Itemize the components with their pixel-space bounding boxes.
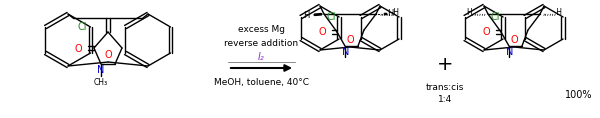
Text: O: O [104, 50, 112, 60]
Text: Cl: Cl [326, 12, 336, 22]
Text: Cl: Cl [77, 22, 86, 32]
Text: O: O [510, 35, 518, 45]
Text: N: N [506, 47, 514, 57]
Text: H,,,,,,: H,,,,,, [466, 8, 486, 17]
Text: trans:cis: trans:cis [426, 84, 464, 93]
Text: ,,,,,,H: ,,,,,,H [542, 8, 562, 17]
Text: 100%: 100% [565, 90, 592, 100]
Text: MeOH, toluene, 40°C: MeOH, toluene, 40°C [214, 78, 309, 88]
Text: O: O [346, 35, 354, 45]
Text: Cl: Cl [491, 12, 500, 22]
Text: +: + [437, 55, 453, 74]
Text: ,,,,,,H: ,,,,,,H [379, 8, 399, 17]
Text: N: N [343, 47, 350, 57]
Text: O: O [74, 44, 82, 54]
Text: N: N [97, 65, 104, 75]
Text: CH₃: CH₃ [94, 78, 108, 87]
Text: I₂: I₂ [258, 52, 265, 62]
Text: H: H [387, 10, 394, 19]
Text: reverse addition: reverse addition [224, 38, 299, 48]
Text: excess Mg: excess Mg [238, 25, 285, 34]
Text: 1:4: 1:4 [438, 95, 452, 105]
Text: O: O [319, 27, 326, 37]
Text: O: O [482, 27, 490, 37]
Text: H: H [304, 11, 310, 21]
